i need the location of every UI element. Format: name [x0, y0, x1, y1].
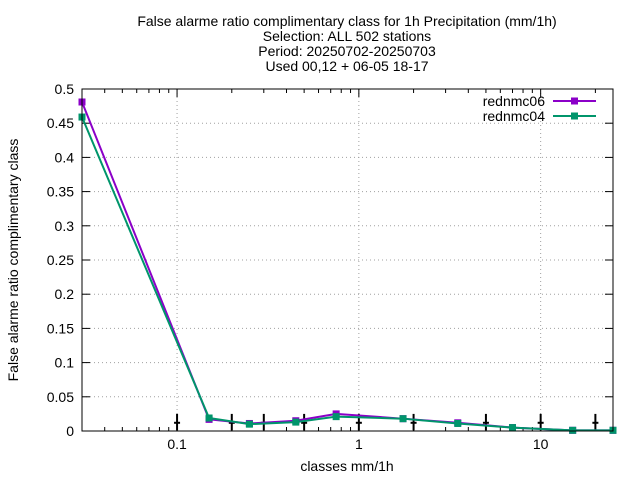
series-group — [78, 98, 617, 434]
data-point-rednmc04 — [292, 418, 300, 426]
x-tick-label: 10 — [533, 436, 549, 452]
legend-swatch-marker — [571, 97, 578, 105]
data-point-rednmc04 — [399, 415, 407, 423]
data-point-rednmc04 — [569, 426, 577, 434]
grid — [82, 89, 613, 431]
y-tick-label: 0.3 — [55, 218, 75, 234]
title-line-2: Selection: ALL 502 stations — [263, 28, 431, 44]
title-line-4: Used 00,12 + 06-05 18-17 — [265, 58, 428, 74]
x-tick-label: 0.1 — [167, 436, 187, 452]
legend-label: rednmc06 — [483, 93, 545, 109]
series-line-rednmc06 — [81, 101, 613, 432]
y-axis-label: False alarme ratio complimentary class — [5, 139, 21, 382]
data-point-rednmc04 — [332, 413, 340, 421]
data-point-rednmc04 — [508, 424, 516, 432]
title-line-1: False alarme ratio complimentary class f… — [137, 13, 556, 29]
data-point-rednmc04 — [454, 419, 462, 427]
y-tick-label: 0.05 — [47, 389, 74, 405]
plot-frame — [81, 88, 614, 432]
axis-ticks: 0 0.05 0.1 0.15 0.2 0.25 0.3 0.35 0.4 0.45 0.5 0.1 1… — [47, 81, 613, 452]
data-point-rednmc04 — [245, 420, 253, 428]
y-tick-label: 0.35 — [47, 184, 74, 200]
chart-title: False alarme ratio complimentary class f… — [137, 13, 556, 74]
x-tick-label: 1 — [355, 436, 363, 452]
y-tick-label: 0.45 — [47, 115, 74, 131]
y-tick-label: 0.1 — [55, 355, 75, 371]
legend-label: rednmc04 — [483, 108, 545, 124]
y-tick-label: 0.5 — [55, 81, 75, 97]
y-tick-label: 0 — [66, 423, 74, 439]
x-axis-label: classes mm/1h — [300, 458, 393, 474]
data-point-rednmc04 — [205, 414, 213, 422]
title-line-3: Period: 20250702-20250703 — [258, 43, 436, 59]
y-tick-label: 0.4 — [55, 149, 75, 165]
y-tick-label: 0.25 — [47, 252, 74, 268]
legend-swatch-marker — [571, 112, 578, 120]
y-tick-label: 0.15 — [47, 320, 74, 336]
y-tick-label: 0.2 — [55, 286, 75, 302]
series-line-rednmc04 — [81, 116, 613, 432]
